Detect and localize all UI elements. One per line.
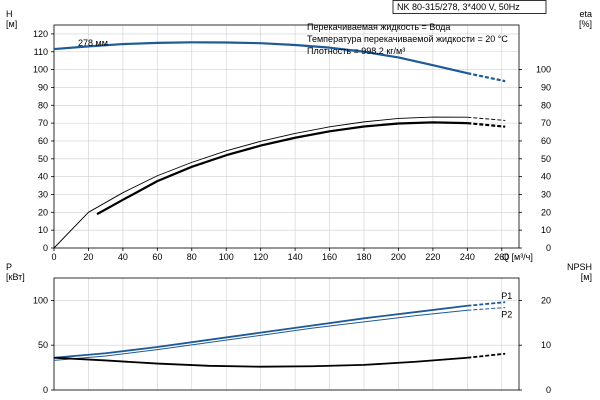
y-tick-label-right: 30 — [541, 189, 551, 199]
series-line-p2 — [53, 309, 468, 361]
series-line-p1 — [53, 304, 468, 359]
plot-frame — [53, 24, 520, 249]
x-tick-label: 80 — [187, 252, 197, 262]
fluid-info-line: Перекачиваемая жидкость = Вода — [307, 22, 450, 32]
y-tick-label-right: 10 — [541, 225, 551, 235]
x-tick-label: 240 — [460, 252, 475, 262]
y-tick-label-right: 60 — [541, 136, 551, 146]
series-line-eta — [96, 121, 468, 216]
y-tick-label-right: 10 — [541, 340, 551, 350]
y-tick-label-left: 20 — [38, 207, 48, 217]
y-tick-label-left: 30 — [38, 189, 48, 199]
series-extrapolation-p1 — [467, 301, 506, 307]
x-axis-label: Q [м³/ч] — [502, 252, 533, 262]
y-tick-label-right: 90 — [541, 82, 551, 92]
fluid-info: Перекачиваемая жидкость = Вода Температу… — [307, 22, 508, 56]
y-axis-label-right: eta [%] — [579, 9, 592, 29]
y-tick-label-right: 70 — [541, 118, 551, 128]
x-tick-label: 220 — [425, 252, 440, 262]
y-tick-label-left: 50 — [38, 154, 48, 164]
y-axis-label-left: H [м] — [6, 9, 17, 29]
fluid-info-line: Температура перекачиваемой жидкости = 20… — [307, 34, 508, 44]
x-tick-label: 140 — [288, 252, 303, 262]
x-tick-label: 160 — [322, 252, 337, 262]
y-tick-label-right: 40 — [541, 172, 551, 182]
series-extrapolation-eta_thin — [467, 116, 506, 121]
series-line-head — [53, 41, 468, 75]
y-tick-label-left: 110 — [34, 47, 48, 57]
x-tick-label: 60 — [152, 252, 162, 262]
series-extrapolation-npsh — [467, 352, 506, 359]
y-tick-label-right: 0 — [546, 385, 551, 395]
upper-chart: 0 10 20 30 40 50 60 70 80 90 100 110 120 0 10 20 30 40 50 6… — [6, 9, 592, 262]
y-tick-label-left: 90 — [38, 82, 48, 92]
model-text: NK 80-315/278, 3*400 V, 50Hz — [397, 2, 520, 12]
x-tick-label: 40 — [118, 252, 128, 262]
y-tick-label-left: 100 — [33, 295, 48, 305]
series-extrapolation-eta — [467, 122, 506, 128]
y-tick-label-left: 80 — [38, 100, 48, 110]
impeller-diameter-label: 278 мм — [78, 38, 108, 48]
y-tick-label-left: 100 — [33, 65, 48, 75]
x-tick-label: 120 — [253, 252, 268, 262]
series-extrapolation-head — [467, 72, 506, 83]
plot-frame — [53, 277, 520, 391]
x-tick-label: 180 — [356, 252, 371, 262]
y-tick-label-left: 40 — [38, 172, 48, 182]
y-tick-label-right: 80 — [541, 100, 551, 110]
y-tick-label-right: 0 — [546, 243, 551, 253]
y-axis-label-right: NPSH [м] — [567, 262, 592, 282]
y-tick-label-left: 60 — [38, 136, 48, 146]
y-axis-label-left: P [кВт] — [6, 262, 25, 282]
series-extrapolation-p2 — [467, 307, 506, 311]
y-tick-label-right: 20 — [541, 207, 551, 217]
y-tick-label-right: 20 — [541, 295, 551, 305]
y-tick-label-left: 70 — [38, 118, 48, 128]
series-label-p2: P2 — [501, 310, 512, 320]
y-tick-label-left: 50 — [38, 340, 48, 350]
x-tick-label: 0 — [51, 252, 56, 262]
series-label-p1: P1 — [501, 291, 512, 301]
x-tick-label: 260 — [494, 252, 509, 262]
model-label: NK 80-315/278, 3*400 V, 50Hz — [392, 0, 547, 14]
x-tick-label: 20 — [83, 252, 93, 262]
y-tick-label-left: 10 — [38, 225, 48, 235]
x-tick-label: 100 — [219, 252, 234, 262]
series-line-npsh — [53, 356, 468, 368]
y-tick-label-left: 0 — [43, 243, 48, 253]
lower-chart: 0 50 100 0 10 20 P [кВт] NPSH [м] P1 P2 — [6, 262, 592, 395]
fluid-info-line: Плотность = 998.2 кг/м³ — [307, 46, 405, 56]
y-tick-label-left: 0 — [43, 385, 48, 395]
y-tick-label-right: 50 — [541, 154, 551, 164]
y-tick-label-left: 120 — [33, 29, 48, 39]
series-line-eta_thin — [53, 116, 468, 249]
x-tick-label: 200 — [391, 252, 406, 262]
y-tick-label-right: 100 — [536, 65, 551, 75]
